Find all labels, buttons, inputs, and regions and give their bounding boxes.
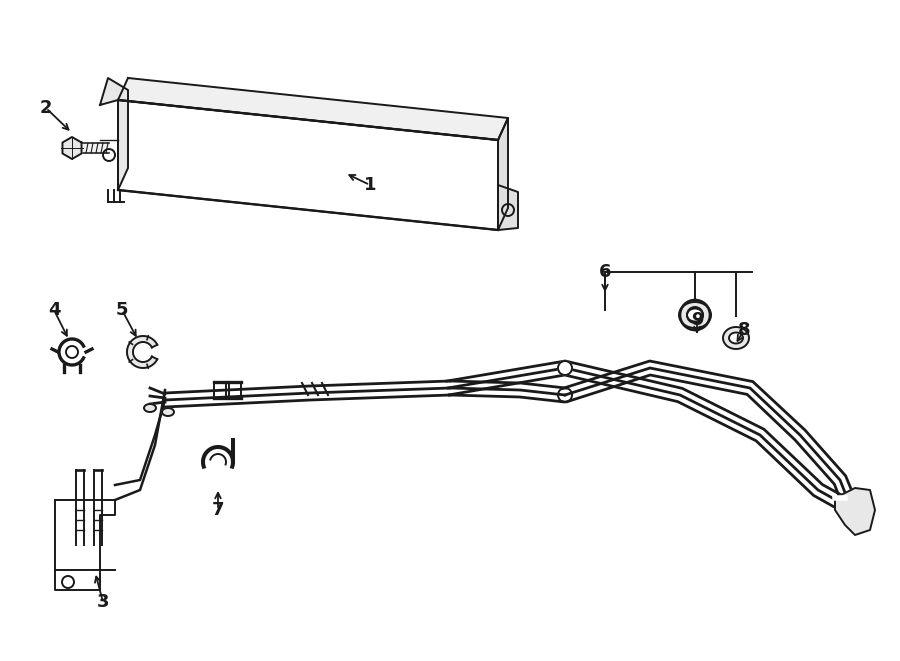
Ellipse shape: [729, 332, 743, 344]
Polygon shape: [127, 336, 158, 368]
Polygon shape: [498, 185, 518, 230]
Ellipse shape: [687, 309, 703, 321]
Text: 9: 9: [691, 311, 703, 329]
Ellipse shape: [144, 404, 156, 412]
Polygon shape: [100, 78, 128, 190]
Text: 2: 2: [40, 99, 52, 117]
Ellipse shape: [162, 408, 174, 416]
Circle shape: [558, 361, 572, 375]
Text: 3: 3: [97, 593, 109, 611]
Circle shape: [680, 300, 710, 330]
Polygon shape: [498, 118, 508, 230]
Polygon shape: [118, 78, 508, 140]
Text: 1: 1: [364, 176, 376, 194]
Polygon shape: [118, 100, 498, 230]
Text: 8: 8: [738, 321, 751, 339]
Polygon shape: [83, 143, 109, 153]
Text: 6: 6: [598, 263, 611, 281]
Ellipse shape: [723, 327, 749, 349]
Text: 7: 7: [212, 501, 224, 519]
Text: 5: 5: [116, 301, 128, 319]
Polygon shape: [62, 137, 82, 159]
Polygon shape: [835, 488, 875, 535]
Text: 4: 4: [48, 301, 60, 319]
Circle shape: [687, 307, 703, 323]
Ellipse shape: [679, 302, 711, 328]
Circle shape: [66, 346, 78, 358]
